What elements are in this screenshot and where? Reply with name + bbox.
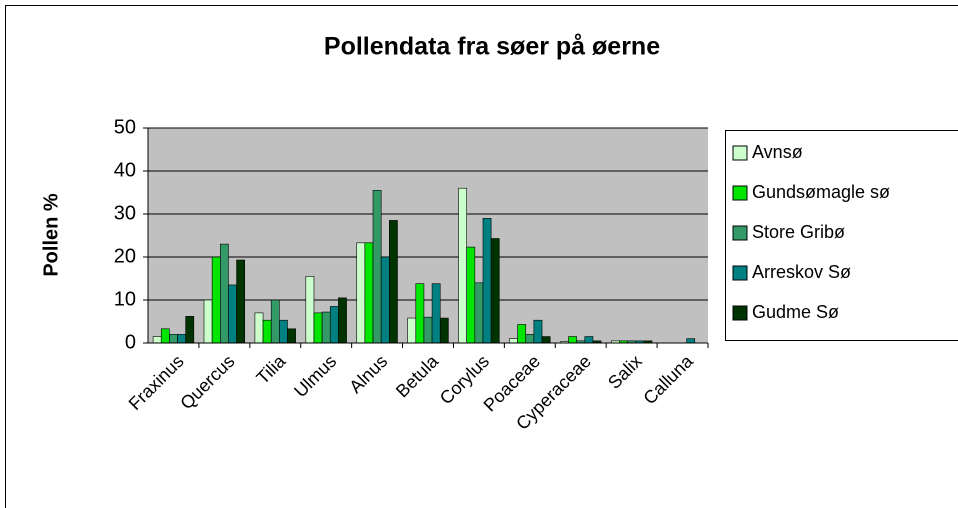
- bar: [490, 238, 500, 344]
- bar: [482, 218, 492, 344]
- y-tick-label: 0: [125, 331, 136, 353]
- legend-label: Gundsømagle sø: [752, 182, 890, 202]
- bar: [313, 312, 323, 344]
- bar: [211, 256, 221, 344]
- bar: [458, 187, 467, 344]
- bar: [509, 338, 518, 344]
- bar: [517, 324, 527, 344]
- bar: [254, 312, 264, 344]
- legend-label: Store Gribø: [752, 222, 845, 242]
- y-tick-label: 50: [114, 116, 136, 138]
- bar: [321, 311, 331, 344]
- y-tick-label: 40: [114, 159, 136, 181]
- bar: [160, 328, 170, 344]
- bar: [329, 306, 339, 344]
- bar: [568, 336, 577, 344]
- bar: [270, 299, 280, 344]
- y-tick-label: 10: [114, 288, 136, 310]
- legend-label: Avnsø: [752, 142, 803, 162]
- bar: [364, 242, 374, 344]
- bar: [262, 319, 272, 344]
- bar: [279, 319, 288, 344]
- legend-label: Gudme Sø: [752, 302, 839, 322]
- bar: [380, 256, 390, 344]
- legend-label: Arreskov Sø: [752, 262, 851, 282]
- bar: [466, 246, 476, 344]
- bar: [338, 297, 347, 344]
- legend-swatch: [732, 225, 748, 241]
- bar: [203, 299, 213, 344]
- bar: [533, 319, 543, 344]
- legend-swatch: [732, 145, 748, 161]
- y-axis-label: Pollen %: [40, 193, 62, 277]
- y-tick-label: 20: [114, 245, 136, 267]
- bar: [584, 336, 594, 344]
- bar: [287, 328, 296, 344]
- legend-swatch: [732, 265, 748, 281]
- bar: [525, 334, 535, 344]
- bar: [407, 317, 417, 344]
- bar: [169, 334, 178, 344]
- bar: [389, 220, 398, 344]
- bar: [541, 336, 551, 344]
- bar: [185, 316, 195, 344]
- bar: [219, 243, 229, 344]
- legend-swatch: [732, 305, 748, 321]
- bar: [474, 282, 484, 344]
- bar: [228, 284, 237, 344]
- legend-swatch: [732, 185, 748, 201]
- bar: [415, 283, 425, 344]
- bar: [423, 316, 433, 344]
- bar: [356, 242, 366, 344]
- bar: [431, 283, 441, 344]
- bar: [177, 334, 186, 344]
- bar: [236, 259, 246, 344]
- bar: [372, 190, 382, 344]
- legend-box: [725, 130, 958, 341]
- bar: [439, 317, 449, 344]
- chart-title: Pollendata fra søer på øerne: [324, 33, 660, 61]
- bar: [152, 336, 162, 344]
- bar: [305, 276, 315, 344]
- bar: [686, 338, 696, 344]
- y-tick-label: 30: [114, 202, 136, 224]
